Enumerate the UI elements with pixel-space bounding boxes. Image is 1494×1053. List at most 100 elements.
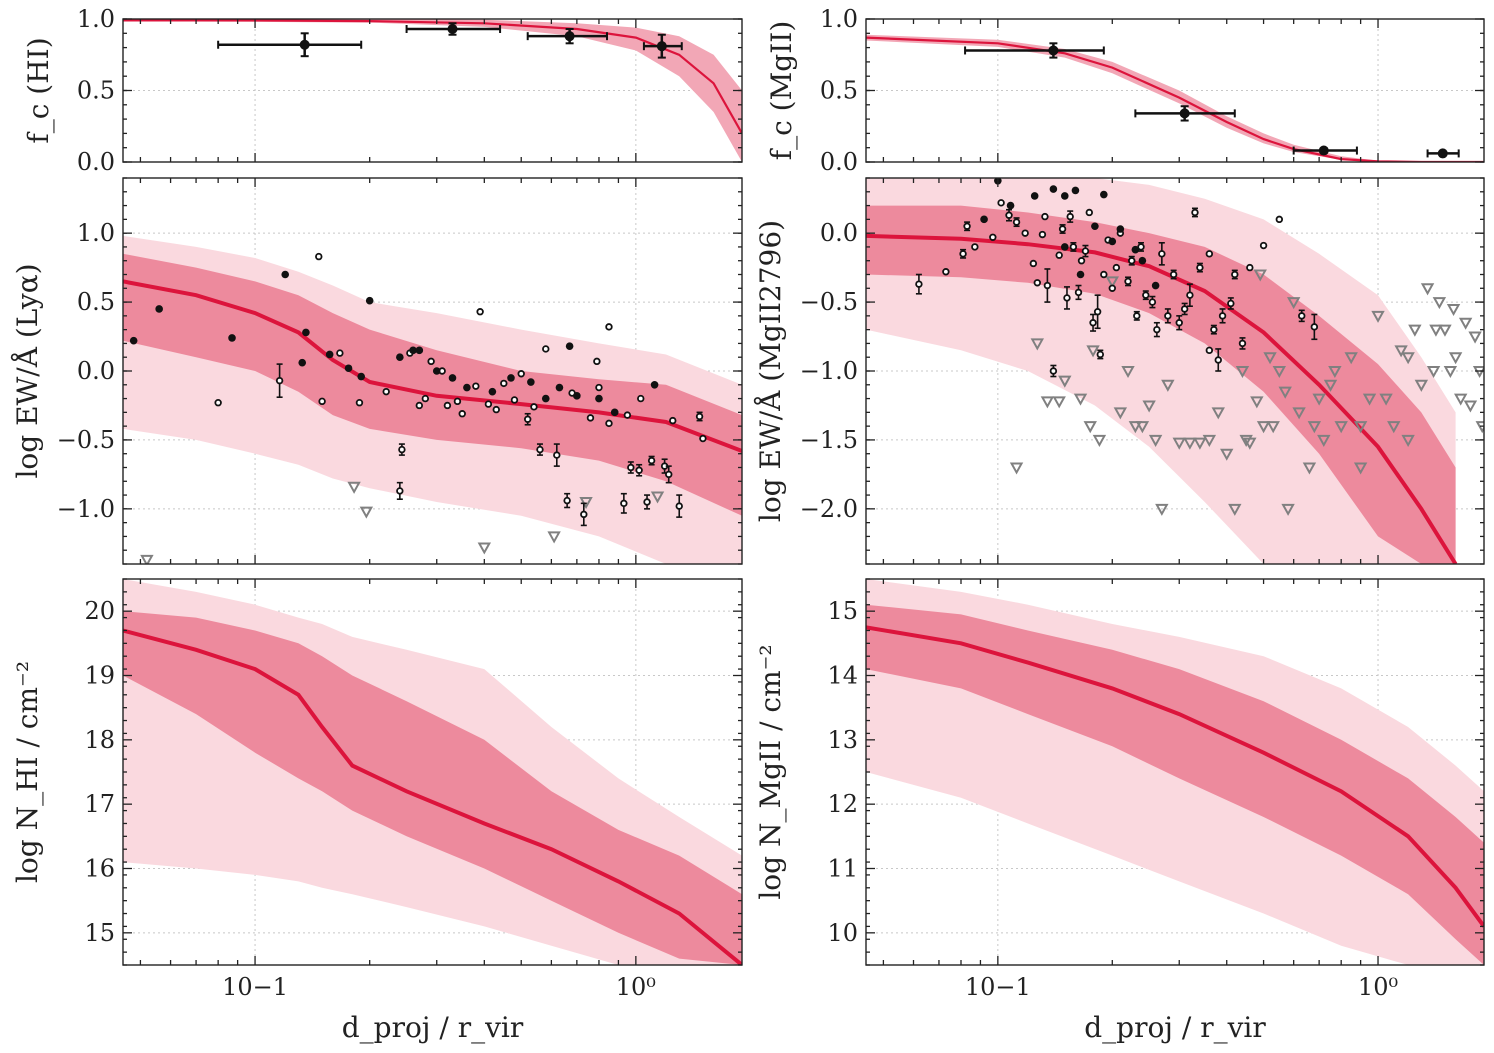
open-point-marker	[593, 357, 601, 366]
upper-limit-marker	[1220, 448, 1234, 461]
open-point-marker	[643, 498, 651, 506]
open-point-marker	[1058, 225, 1067, 233]
open-point-marker	[1043, 281, 1052, 290]
open-point-marker	[1158, 250, 1166, 258]
open-point-marker	[1069, 243, 1078, 251]
upper-limit-marker	[1438, 324, 1452, 337]
upper-limit-marker	[1362, 393, 1377, 406]
detection-marker	[555, 383, 564, 392]
plot-area	[866, 19, 1484, 162]
y-axis-label: log EW/Å (Lyα)	[11, 263, 44, 478]
open-point-marker	[336, 349, 344, 357]
open-point-marker	[542, 345, 550, 353]
detection-marker	[1006, 201, 1015, 210]
upper-limit-marker	[1414, 379, 1429, 392]
upper-limit-marker	[1281, 503, 1295, 516]
upper-limit-marker	[1454, 393, 1468, 406]
upper-limit-marker	[1446, 303, 1461, 317]
upper-limit-marker	[1379, 393, 1393, 406]
point-marker	[656, 41, 667, 52]
open-point-marker	[1186, 291, 1194, 299]
detection-marker	[1108, 237, 1117, 246]
detection-marker	[448, 374, 457, 382]
open-point-marker	[510, 396, 519, 404]
model-median-line	[866, 625, 1484, 928]
open-point-marker	[1112, 263, 1121, 272]
open-point-marker	[382, 387, 390, 396]
open-point-marker	[1128, 257, 1136, 265]
detection-marker	[1151, 281, 1160, 290]
open-point-marker	[1218, 312, 1227, 320]
open-point-marker	[536, 445, 544, 454]
detection-marker	[565, 342, 574, 350]
x-tick-label: 10⁰	[1358, 973, 1398, 1001]
open-point-marker	[1012, 218, 1021, 226]
y-tick-label: −0.5	[57, 426, 115, 454]
detection-marker	[488, 387, 497, 396]
open-point-marker	[605, 323, 613, 331]
y-tick-label: 0.0	[820, 219, 858, 247]
plot-area	[866, 178, 1484, 564]
detection-marker	[365, 296, 374, 305]
open-point-marker	[1191, 208, 1199, 217]
detection-marker	[228, 334, 236, 342]
open-point-marker	[1205, 346, 1214, 355]
upper-limit-marker	[1239, 434, 1253, 447]
upper-limit-marker	[1073, 393, 1088, 406]
open-point-marker	[623, 411, 632, 419]
upper-limit-marker	[1128, 421, 1143, 434]
model-band	[866, 34, 1484, 162]
upper-limit-marker	[1307, 421, 1322, 434]
upper-limit-marker	[1058, 375, 1072, 388]
plot-area	[123, 19, 742, 162]
open-point-marker	[1081, 247, 1090, 255]
open-point-marker	[1066, 212, 1074, 221]
open-point-marker	[472, 382, 480, 390]
y-tick-label: −1.0	[800, 357, 858, 385]
upper-limit-marker	[1420, 283, 1435, 296]
open-point-marker	[275, 376, 284, 385]
open-point-marker	[915, 280, 923, 288]
detection-marker	[415, 346, 424, 355]
upper-limit-marker	[1334, 421, 1348, 434]
detection-marker	[527, 378, 535, 386]
y-axis-label: f_c (HI)	[22, 37, 55, 143]
open-point-marker	[517, 370, 525, 378]
detection-marker	[610, 408, 619, 417]
upper-limit-marker	[1172, 437, 1186, 450]
y-tick-label: 0.5	[77, 77, 115, 105]
open-point-marker	[1164, 312, 1172, 320]
y-tick-label: 15	[827, 597, 858, 625]
open-point-marker	[1227, 299, 1235, 308]
panel-n_mgii: 10 11 12 13 14 15 log N_MgII / cm⁻² 10−1 10⁰ d_pr…	[754, 578, 1485, 1044]
y-tick-label: 0.0	[77, 357, 115, 385]
y-tick-label: 1.0	[77, 219, 115, 247]
data-point	[217, 32, 363, 58]
open-point-marker	[1210, 325, 1218, 334]
y-tick-label: 14	[827, 662, 858, 690]
open-point-marker	[1063, 294, 1071, 302]
open-point-marker	[563, 496, 571, 505]
open-point-marker	[396, 487, 404, 495]
upper-limit-marker	[1135, 421, 1150, 434]
upper-limit-marker	[477, 542, 492, 555]
upper-limit-marker	[1193, 437, 1207, 450]
open-point-marker	[1142, 291, 1150, 299]
upper-limit-marker	[1317, 434, 1331, 447]
open-point-marker	[1041, 212, 1049, 221]
upper-limit-marker	[1009, 462, 1024, 475]
open-point-marker	[355, 399, 364, 407]
open-point-marker	[989, 233, 997, 241]
detection-marker	[507, 374, 515, 382]
upper-limit-marker	[1353, 421, 1368, 434]
open-point-marker	[1196, 263, 1204, 272]
upper-limit-marker	[1401, 352, 1415, 365]
open-point-marker	[1148, 298, 1157, 306]
upper-limit-marker	[1468, 331, 1482, 344]
model-median-line	[123, 628, 742, 965]
data-point	[964, 42, 1105, 59]
model-median-line	[123, 279, 742, 453]
point-marker	[299, 39, 310, 50]
y-tick-label: 15	[84, 919, 115, 947]
detection-marker	[298, 358, 307, 367]
